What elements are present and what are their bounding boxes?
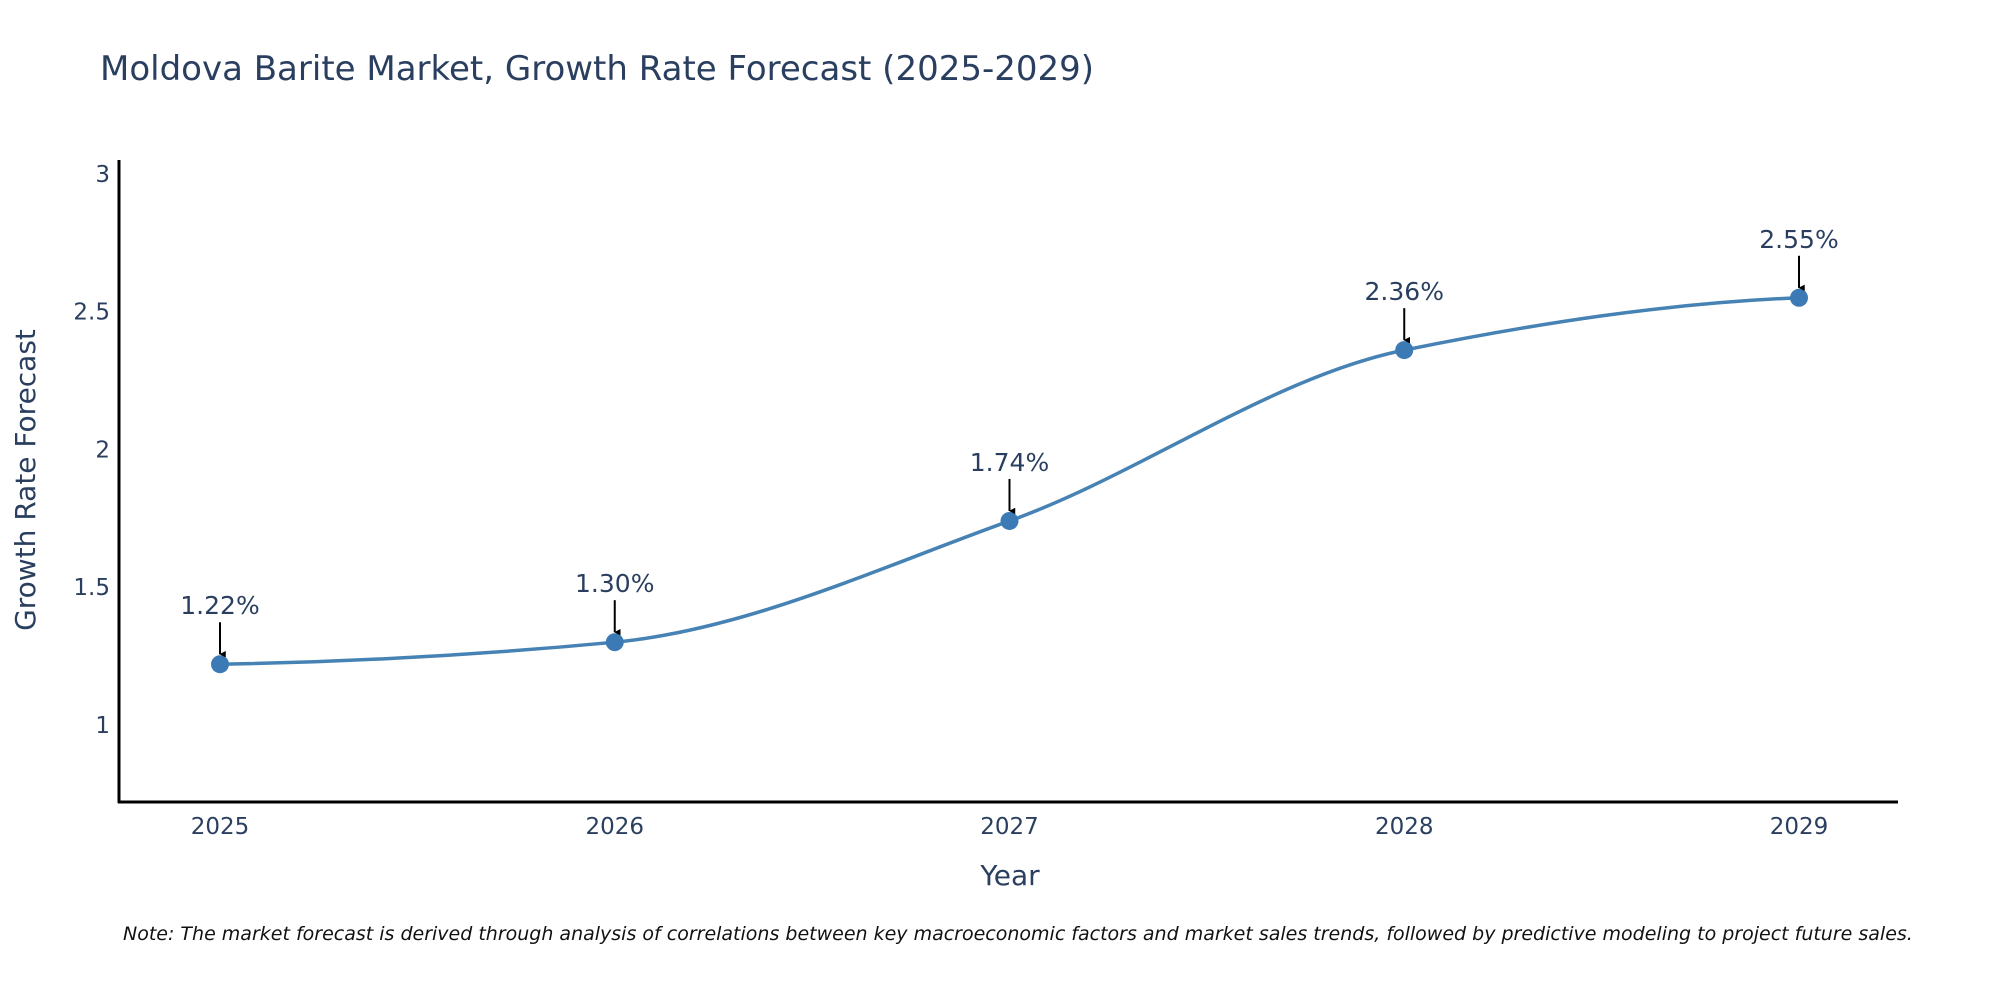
chart-title: Moldova Barite Market, Growth Rate Forec…: [100, 49, 1094, 89]
y-tick-label: 1.5: [73, 575, 110, 601]
y-tick-label: 2.5: [73, 300, 110, 326]
x-tick-label: 2027: [980, 814, 1039, 840]
tick-labels: 1 1.5 2 2.5 3 2025 2026 2027 2028 2029: [73, 162, 1828, 840]
data-point[interactable]: [1395, 341, 1414, 360]
data-point[interactable]: [1000, 511, 1019, 530]
y-tick-label: 2: [95, 437, 110, 463]
data-label: 2.55%: [1759, 225, 1838, 254]
y-tick-label: 1: [95, 713, 110, 739]
data-label: 1.30%: [575, 569, 654, 598]
data-label: 1.22%: [180, 591, 259, 620]
x-tick-label: 2029: [1770, 814, 1829, 840]
x-tick-label: 2028: [1375, 814, 1434, 840]
y-axis-title: Growth Rate Forecast: [9, 329, 42, 631]
markers: [211, 288, 1808, 674]
axes: [117, 160, 1898, 804]
data-label: 2.36%: [1365, 277, 1444, 306]
data-point[interactable]: [211, 655, 229, 674]
data-point[interactable]: [605, 633, 624, 652]
footnote: Note: The market forecast is derived thr…: [123, 923, 1913, 945]
data-point[interactable]: [1790, 288, 1808, 307]
x-tick-label: 2025: [191, 814, 250, 840]
data-label: 1.74%: [970, 448, 1049, 477]
data-labels: 1.22% 1.30% 1.74% 2.36% 2.55%: [180, 225, 1839, 658]
x-tick-label: 2026: [585, 814, 644, 840]
x-axis-title: Year: [979, 859, 1040, 892]
y-tick-label: 3: [95, 162, 110, 188]
